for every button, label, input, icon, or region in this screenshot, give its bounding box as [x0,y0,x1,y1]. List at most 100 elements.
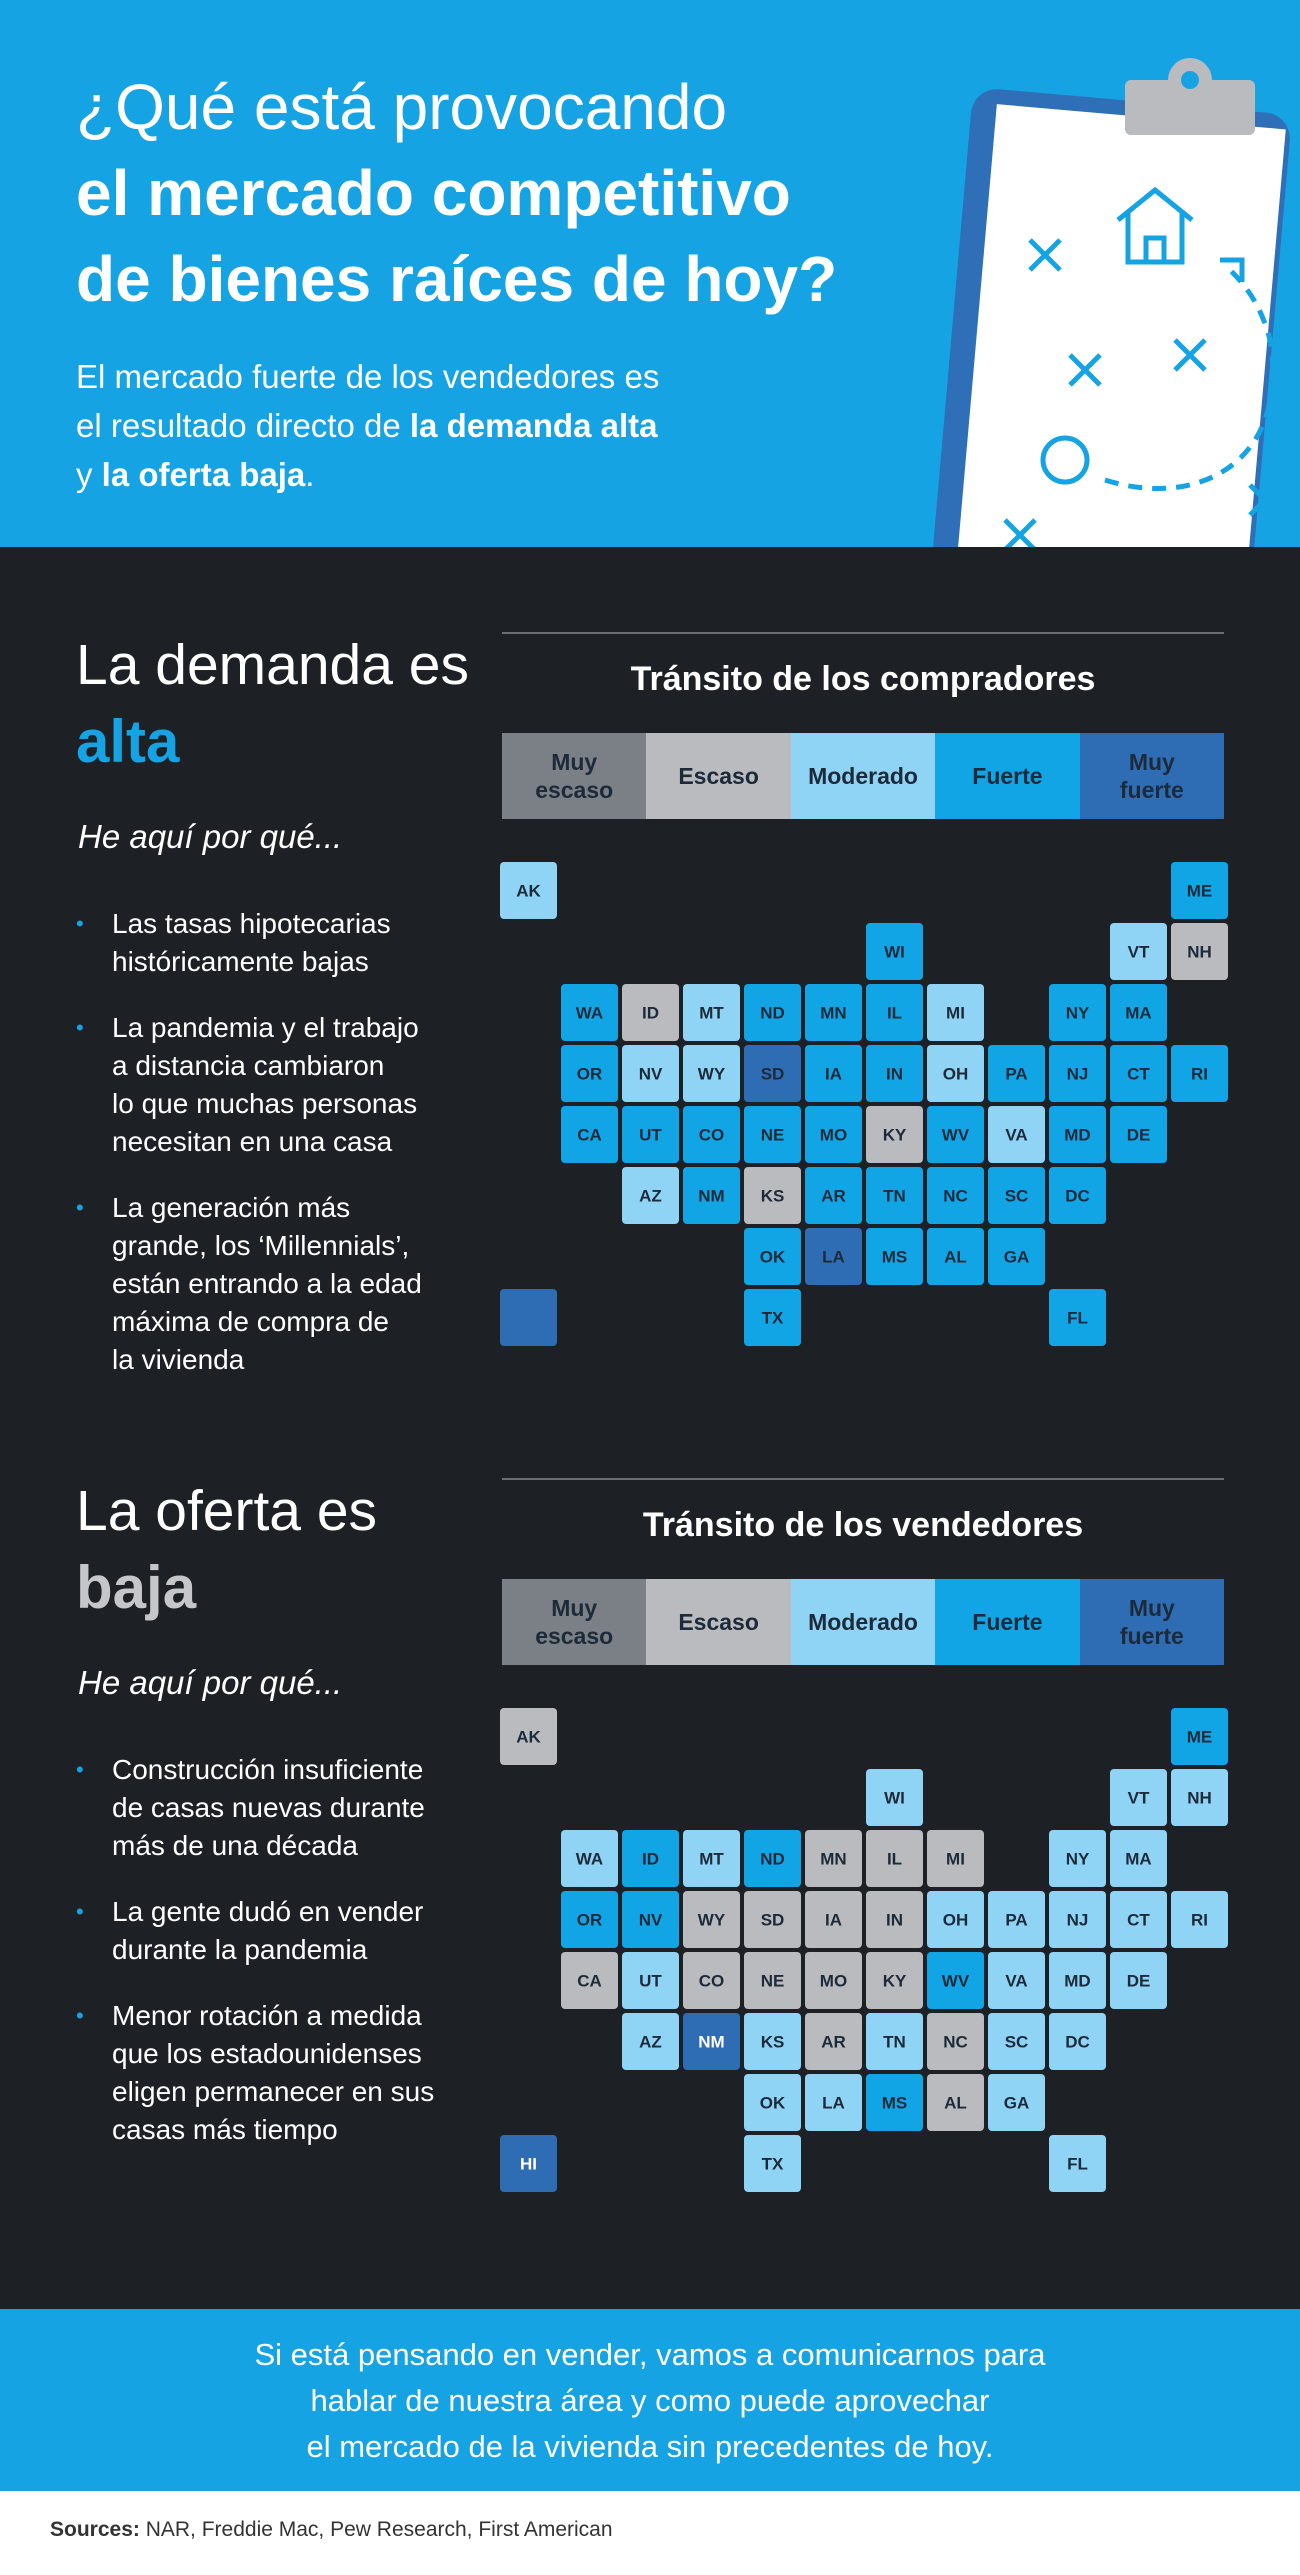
state-label: NC [943,2033,968,2052]
state-label: RI [1191,1911,1208,1930]
state-tile [866,1045,923,1102]
state-label: RI [1191,1065,1208,1084]
state-map: AK HI WA OR CA ID NV UT AZ MT WY CO NM ND SD NE KS OK TX MN… [500,1708,1228,2192]
footer-line: el mercado de la vivienda sin precedente… [306,2429,994,2464]
state-tile [866,984,923,1041]
state-tile [622,1891,679,1948]
state-label: ND [760,1004,785,1023]
sources-label: Sources: [50,2518,140,2541]
bullet-line: están entrando a la edad [112,1268,422,1299]
legend-item: Muy escaso [502,733,647,819]
state-label: WI [884,943,905,962]
state-label: DE [1127,1972,1151,1991]
bullet-line: a distancia cambiaron [112,1050,385,1081]
state-label: NV [639,1065,663,1084]
footer-line: hablar de nuestra área y como puede apro… [310,2383,990,2418]
state-tile [622,984,679,1041]
state-tile [1049,1952,1106,2009]
state-tile [1110,1045,1167,1102]
state-label: AK [516,882,541,901]
state-label: NY [1066,1850,1090,1869]
state-label: IL [887,1850,902,1869]
state-tile [622,1106,679,1163]
state-label: CO [699,1126,725,1145]
bullet-line: durante la pandemia [112,1934,368,1965]
state-label: ME [1187,882,1213,901]
content: La demanda es alta He aquí por qué... Las t… [0,547,1300,2309]
state-tile [805,984,862,1041]
state-tile [561,1045,618,1102]
bullet-line: casas más tiempo [112,2114,338,2145]
state-label: MO [820,1972,847,1991]
state-tile [683,1952,740,2009]
state-tile [866,2074,923,2131]
state-tile [988,1891,1045,1948]
state-tile [988,1106,1045,1163]
subtitle-emphasis: la oferta baja [101,456,306,493]
state-tile [805,1830,862,1887]
state-label: GA [1004,1248,1030,1267]
state-label: ID [642,1004,659,1023]
state-label: OR [577,1065,603,1084]
state-label: DE [1127,1126,1151,1145]
state-label: KS [761,2033,785,2052]
state-tile [866,1891,923,1948]
state-label: WY [698,1911,726,1930]
bullet-line: que los estadounidenses [112,2038,422,2069]
state-label: NH [1187,1789,1212,1808]
state-label: VT [1128,1789,1150,1808]
state-label: OK [760,2094,786,2113]
state-label: WV [942,1972,970,1991]
title: ¿Qué está provocando el mercado competit… [76,64,837,322]
state-label: OK [760,1248,786,1267]
state-label: HI [520,2155,537,2174]
subtitle-text: y [76,456,93,493]
bullet-line: grande, los ‘Millennials’, [112,1230,410,1261]
state-tile [1171,1045,1228,1102]
state-label: AR [821,1187,846,1206]
bullet-line: eligen permanecer en sus [112,2076,435,2107]
state-label: WA [576,1850,603,1869]
state-label: IL [887,1004,902,1023]
state-label: MD [1064,1126,1090,1145]
state-label: MI [946,1004,965,1023]
state-tile [927,1891,984,1948]
state-label: MT [699,1004,724,1023]
state-tile [1049,984,1106,1041]
state-tile [683,984,740,1041]
divider [502,632,1224,634]
state-tile [805,1891,862,1948]
state-tile [744,2135,801,2192]
state-label: IN [886,1911,903,1930]
legend-item: Moderado [790,733,936,819]
state-label: TX [762,1309,784,1328]
section-intro: He aquí por qué... [78,818,343,855]
state-tile [500,862,557,919]
state-label: NM [698,1187,724,1206]
state-tile [744,2074,801,2131]
section-heading: La oferta es [76,1479,378,1543]
state-tile [561,1891,618,1948]
subtitle-text: . [305,456,315,493]
state-label: MS [882,1248,908,1267]
state-tile [988,2074,1045,2131]
state-label: AL [944,2094,967,2113]
bullet-line: lo que muchas personas [112,1088,418,1119]
state-label: PA [1005,1065,1027,1084]
state-tile [1110,1106,1167,1163]
state-tile [622,2013,679,2070]
state-label: TN [883,2033,906,2052]
state-label: LA [822,1248,845,1267]
bullet-line: La generación más [112,1192,351,1223]
state-tile [1049,1289,1106,1346]
state-label: UT [639,1126,662,1145]
state-tile [683,1045,740,1102]
state-tile [927,1228,984,1285]
state-label: GA [1004,2094,1030,2113]
state-tile [1049,1106,1106,1163]
state-tile [927,2013,984,2070]
state-tile [866,1952,923,2009]
section-emphasis: alta [76,708,180,775]
state-tile [1171,1891,1228,1948]
